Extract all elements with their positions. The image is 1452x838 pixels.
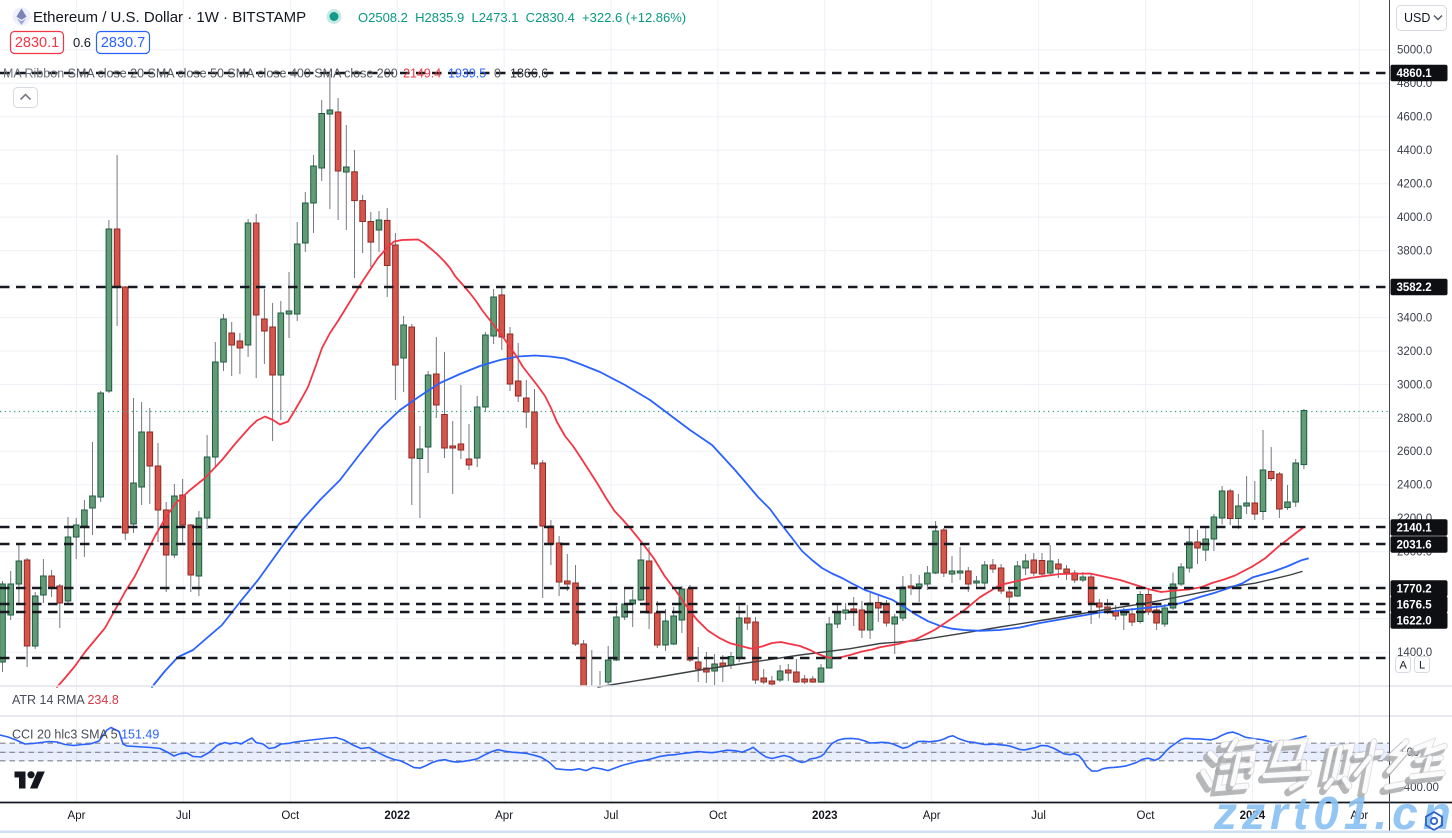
svg-text:Jul: Jul bbox=[604, 810, 619, 822]
svg-text:3582.2: 3582.2 bbox=[1397, 282, 1432, 294]
svg-text:2400.0: 2400.0 bbox=[1397, 480, 1432, 492]
svg-text:2022: 2022 bbox=[384, 810, 410, 822]
svg-text:Apr: Apr bbox=[923, 810, 941, 822]
svg-text:zzrt01.cn: zzrt01.cn bbox=[1213, 787, 1452, 833]
svg-text:MA Ribbon SMA close 20 SMA clo: MA Ribbon SMA close 20 SMA close 50 SMA … bbox=[3, 67, 398, 81]
svg-text:2031.6: 2031.6 bbox=[1397, 540, 1432, 552]
svg-text:1866.6: 1866.6 bbox=[510, 67, 548, 81]
svg-text:Oct: Oct bbox=[281, 810, 300, 822]
svg-text:Apr: Apr bbox=[1350, 810, 1368, 822]
svg-text:2024: 2024 bbox=[1240, 810, 1266, 822]
svg-text:3400.0: 3400.0 bbox=[1397, 312, 1432, 324]
svg-text:2140.1: 2140.1 bbox=[1397, 523, 1433, 535]
svg-text:Apr: Apr bbox=[495, 810, 513, 822]
svg-text:Jul: Jul bbox=[1031, 810, 1046, 822]
svg-text:3800.0: 3800.0 bbox=[1397, 245, 1432, 257]
svg-text:0: 0 bbox=[494, 67, 501, 81]
svg-text:A: A bbox=[1400, 660, 1408, 672]
svg-text:Oct: Oct bbox=[709, 810, 728, 822]
svg-text:−400.00: −400.00 bbox=[1397, 782, 1439, 794]
svg-text:5000.0: 5000.0 bbox=[1397, 45, 1432, 57]
svg-text:2600.0: 2600.0 bbox=[1397, 446, 1432, 458]
svg-text:O2508.2 H2835.9 L2473.1 C28: O2508.2 H2835.9 L2473.1 C2830.4 +322.6 (… bbox=[358, 10, 686, 25]
svg-text:0.6: 0.6 bbox=[73, 35, 91, 50]
svg-text:1939.5: 1939.5 bbox=[448, 67, 486, 81]
svg-text:3200.0: 3200.0 bbox=[1397, 346, 1432, 358]
svg-text:4400.0: 4400.0 bbox=[1397, 145, 1432, 157]
svg-text:2830.7: 2830.7 bbox=[101, 35, 145, 51]
svg-text:1622.0: 1622.0 bbox=[1397, 616, 1432, 628]
svg-text:ATR 14 RMA 234.8: ATR 14 RMA 234.8 bbox=[12, 693, 119, 707]
svg-text:4000.0: 4000.0 bbox=[1397, 212, 1432, 224]
svg-text:Apr: Apr bbox=[68, 810, 86, 822]
svg-text:1770.2: 1770.2 bbox=[1397, 584, 1432, 596]
svg-text:Ethereum / U.S. Dollar · 1W ·: Ethereum / U.S. Dollar · 1W · BITSTAMP bbox=[33, 9, 306, 26]
svg-text:4860.1: 4860.1 bbox=[1397, 68, 1433, 80]
svg-text:Oct: Oct bbox=[1137, 810, 1156, 822]
svg-text:2800.0: 2800.0 bbox=[1397, 413, 1432, 425]
svg-text:Jul: Jul bbox=[176, 810, 191, 822]
svg-text:4200.0: 4200.0 bbox=[1397, 179, 1432, 191]
svg-text:2023: 2023 bbox=[812, 810, 838, 822]
svg-text:CCI 20 hlc3 SMA 5 151.49: CCI 20 hlc3 SMA 5 151.49 bbox=[12, 728, 159, 742]
svg-text:4600.0: 4600.0 bbox=[1397, 112, 1432, 124]
svg-text:L: L bbox=[1419, 660, 1425, 672]
svg-text:2830.1: 2830.1 bbox=[15, 35, 59, 51]
svg-text:2149.4: 2149.4 bbox=[403, 67, 441, 81]
svg-text:USD: USD bbox=[1404, 11, 1430, 25]
svg-text:1676.5: 1676.5 bbox=[1397, 600, 1433, 612]
svg-text:3000.0: 3000.0 bbox=[1397, 379, 1432, 391]
